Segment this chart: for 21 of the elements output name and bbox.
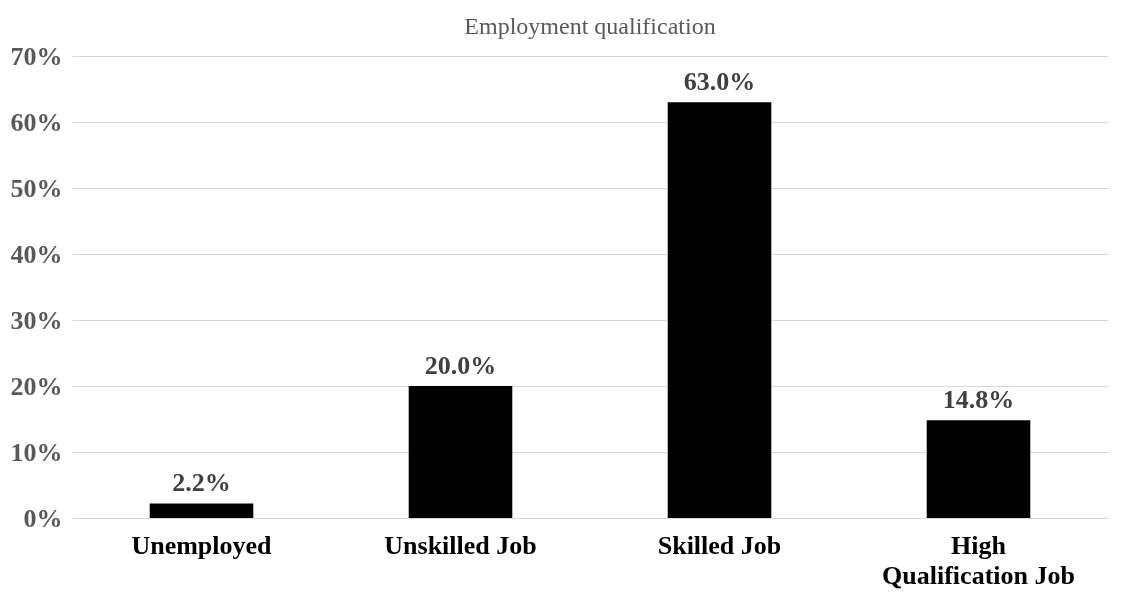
bar bbox=[149, 503, 254, 518]
bar bbox=[667, 102, 772, 518]
x-tick-label: Skilled Job bbox=[657, 530, 782, 560]
x-tick-label: High Qualification Job bbox=[882, 530, 1075, 590]
y-tick-label: 10% bbox=[10, 437, 63, 467]
x-tick-label: Unemployed bbox=[131, 530, 273, 560]
y-tick-label: 40% bbox=[10, 239, 63, 269]
x-tick-label: Unskilled Job bbox=[384, 530, 537, 560]
data-label: 14.8% bbox=[942, 385, 1015, 415]
y-tick-label: 0% bbox=[23, 503, 63, 533]
y-tick-label: 50% bbox=[10, 173, 63, 203]
y-tick-label: 60% bbox=[10, 107, 63, 137]
y-tick-label: 20% bbox=[10, 371, 63, 401]
bar bbox=[926, 420, 1031, 518]
data-label: 2.2% bbox=[172, 468, 231, 498]
data-label: 20.0% bbox=[424, 351, 497, 380]
bar bbox=[408, 386, 513, 518]
data-label: 63.0% bbox=[683, 67, 756, 97]
chart-title: Employment qualification bbox=[464, 13, 716, 39]
y-tick-label: 30% bbox=[10, 305, 63, 335]
y-tick-label: 70% bbox=[10, 41, 63, 71]
